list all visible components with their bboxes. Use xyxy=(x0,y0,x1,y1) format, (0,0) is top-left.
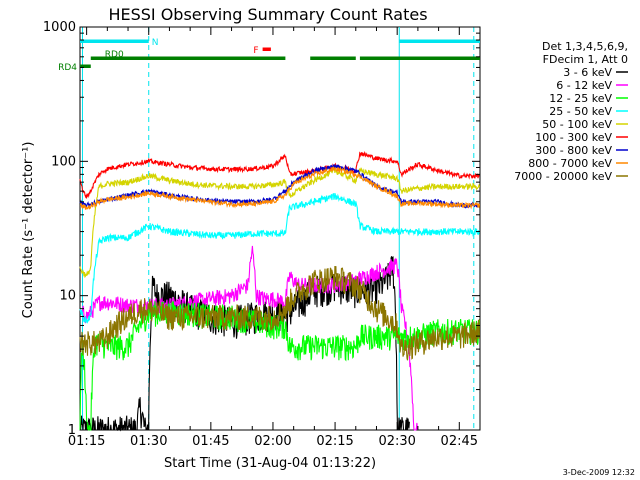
y-axis-label: Count Rate (s⁻¹ detector⁻¹) xyxy=(21,142,36,319)
legend-label-3: 25 - 50 keV xyxy=(549,105,612,118)
series-lines xyxy=(79,150,481,432)
legend-label-5: 100 - 300 keV xyxy=(535,131,612,144)
chart-title: HESSI Observing Summary Count Rates xyxy=(108,5,427,24)
vertical-markers xyxy=(81,27,475,430)
flag-label-rd4: RD4 xyxy=(58,63,77,73)
plot-frame xyxy=(79,26,481,431)
flag-bar-rd4-0 xyxy=(80,64,91,68)
y-tick-label-3: 1000 xyxy=(43,20,76,35)
flag-bar-rd0-1 xyxy=(310,56,356,60)
series-line-3 xyxy=(79,192,480,324)
x-tick-label-4: 02:15 xyxy=(316,434,353,449)
x-tick-label-2: 01:45 xyxy=(192,434,229,449)
flag-bar-rd0-0 xyxy=(90,56,286,60)
flag-bar-n-1 xyxy=(399,39,480,43)
flag-bar-rd0-2 xyxy=(359,56,480,60)
legend-label-2: 12 - 25 keV xyxy=(549,92,612,105)
legend-label-4: 50 - 100 keV xyxy=(542,118,612,131)
flag-label-rd0: RD0 xyxy=(105,50,124,60)
plot-area xyxy=(79,26,481,431)
series-line-4 xyxy=(79,167,481,279)
flag-bars: N F RD0 RD4 xyxy=(58,38,480,73)
legend-label-0: 3 - 6 keV xyxy=(563,66,612,79)
x-tick-label-1: 01:30 xyxy=(130,434,167,449)
x-tick-label-0: 01:15 xyxy=(68,434,105,449)
legend-label-6: 300 - 800 keV xyxy=(535,144,612,157)
flag-bar-f-0 xyxy=(262,47,271,51)
legend-label-1: 6 - 12 keV xyxy=(556,79,612,92)
x-tick-label-3: 02:00 xyxy=(254,434,291,449)
legend-header-0: Det 1,3,4,5,6,9, xyxy=(542,40,628,53)
flag-label-n: N xyxy=(152,38,159,48)
flag-label-f: F xyxy=(253,46,258,56)
legend-label-7: 800 - 7000 keV xyxy=(528,157,612,170)
x-tick-label-5: 02:30 xyxy=(378,434,415,449)
footer-date: 3-Dec-2009 12:32 xyxy=(563,468,635,477)
series-line-2 xyxy=(79,301,481,431)
series-line-5 xyxy=(79,150,480,199)
y-tick-label-0: 1 xyxy=(68,423,76,438)
x-axis-label: Start Time (31-Aug-04 01:13:22) xyxy=(164,456,376,471)
legend-label-8: 7000 - 20000 keV xyxy=(514,170,612,183)
x-tick-label-6: 02:45 xyxy=(441,434,478,449)
legend: Det 1,3,4,5,6,9,FDecim 1, Att 03 - 6 keV… xyxy=(514,40,628,183)
legend-header-1: FDecim 1, Att 0 xyxy=(543,53,628,66)
axes: 01:15 01:30 01:45 02:00 02:15 02:30 02:45 1 10 10… xyxy=(43,20,481,449)
series-line-8 xyxy=(79,265,481,361)
series-line-1 xyxy=(81,245,418,431)
series-line-7 xyxy=(79,166,481,210)
y-tick-label-2: 100 xyxy=(51,154,76,169)
flag-bar-n-0 xyxy=(80,39,149,43)
y-tick-label-1: 10 xyxy=(59,289,76,304)
